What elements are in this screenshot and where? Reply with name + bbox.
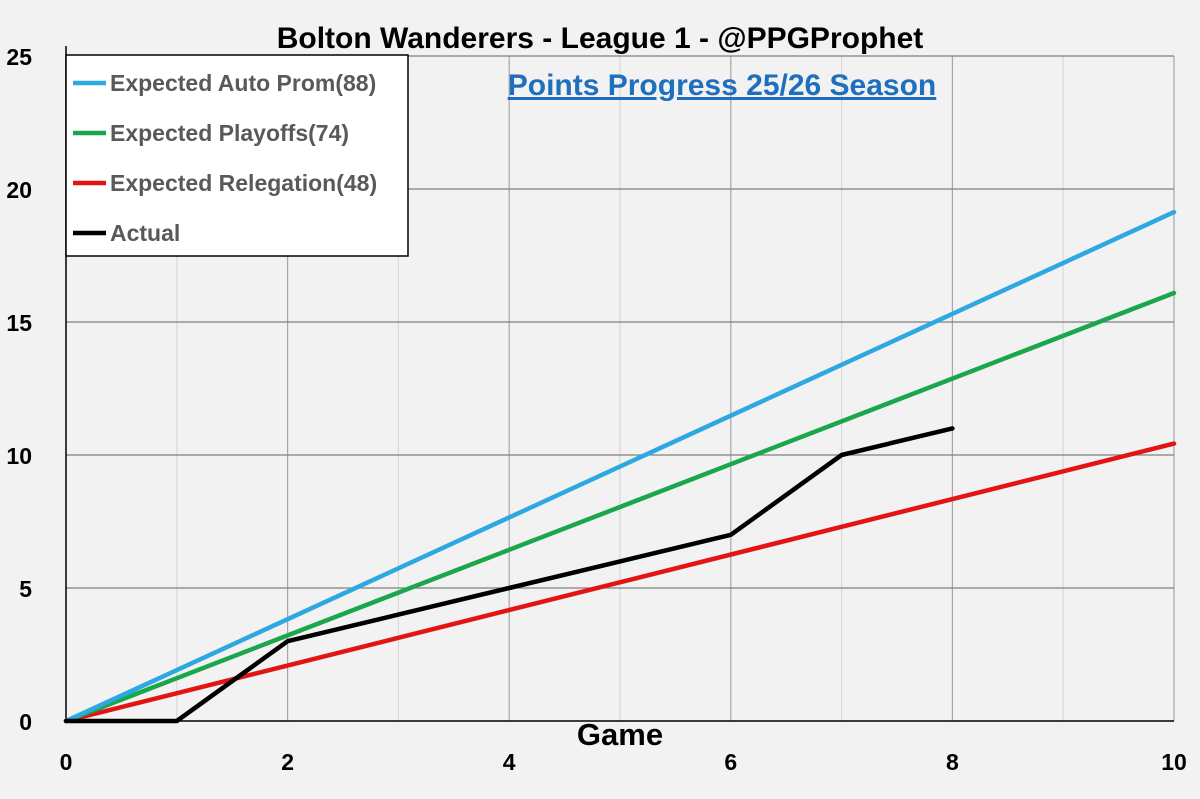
chart-title: Bolton Wanderers - League 1 - @PPGProphe…	[277, 22, 924, 55]
chart-subtitle: Points Progress 25/26 Season	[508, 69, 937, 102]
y-tick-label: 25	[6, 44, 32, 70]
x-tick-label: 6	[724, 749, 737, 775]
y-tick-label: 15	[6, 310, 32, 336]
x-tick-label: 10	[1161, 749, 1187, 775]
x-tick-label: 8	[946, 749, 959, 775]
y-tick-label: 5	[19, 576, 32, 602]
legend-label-1: Expected Auto Prom(88)	[110, 70, 376, 96]
series-line-2	[63, 290, 1177, 724]
series-line-1	[63, 209, 1177, 724]
legend-label-3: Expected Relegation(48)	[110, 170, 377, 196]
series-line-4	[63, 426, 955, 724]
series-lines	[63, 209, 1177, 724]
y-tick-label: 10	[6, 443, 32, 469]
x-axis-label: Game	[577, 717, 663, 752]
legend: Expected Auto Prom(88) Expected Playoffs(…	[65, 54, 409, 257]
x-tick-label: 2	[281, 749, 294, 775]
legend-label-4: Actual	[110, 220, 180, 246]
legend-label-2: Expected Playoffs(74)	[110, 120, 349, 146]
grid-lines	[66, 55, 1175, 721]
x-tick-label: 0	[60, 749, 73, 775]
y-tick-label: 20	[6, 177, 32, 203]
x-tick-label: 4	[503, 749, 516, 775]
series-line-3	[63, 441, 1177, 724]
legend-box	[65, 54, 409, 257]
y-tick-label: 0	[19, 709, 32, 735]
tick-labels: 0 5 10 15 20 25 0 2 4 6 8 10	[6, 44, 1186, 775]
